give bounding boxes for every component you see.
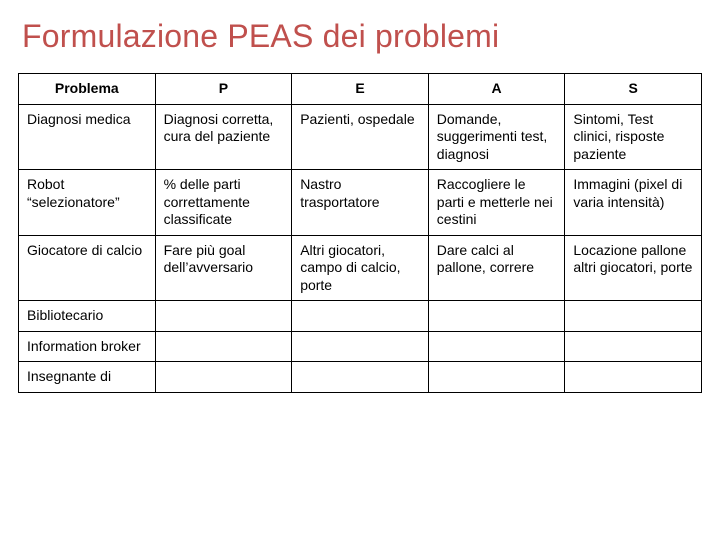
col-header: S [565,74,702,105]
table-row: Insegnante di [19,362,702,393]
table-header-row: Problema P E A S [19,74,702,105]
cell-a: Dare calci al pallone, correre [428,235,565,301]
cell-s [565,301,702,332]
cell-p: Fare più goal dell’avversario [155,235,292,301]
col-header: A [428,74,565,105]
table-row: Diagnosi medica Diagnosi corretta, cura … [19,104,702,170]
cell-p [155,362,292,393]
cell-problema: Robot “selezionatore” [19,170,156,236]
cell-a [428,301,565,332]
cell-problema: Information broker [19,331,156,362]
cell-e: Nastro trasportatore [292,170,429,236]
cell-s: Locazione pallone altri giocatori, porte [565,235,702,301]
peas-table: Problema P E A S Diagnosi medica Diagnos… [18,73,702,393]
cell-e: Altri giocatori, campo di calcio, porte [292,235,429,301]
cell-e [292,331,429,362]
cell-e: Pazienti, ospedale [292,104,429,170]
col-header: P [155,74,292,105]
cell-p: Diagnosi corretta, cura del paziente [155,104,292,170]
cell-problema: Bibliotecario [19,301,156,332]
cell-a: Raccogliere le parti e metterle nei cest… [428,170,565,236]
cell-e [292,362,429,393]
cell-problema: Insegnante di [19,362,156,393]
slide-title: Formulazione PEAS dei problemi [22,18,702,55]
cell-p [155,331,292,362]
cell-s [565,331,702,362]
cell-s: Sintomi, Test clinici, risposte paziente [565,104,702,170]
cell-s [565,362,702,393]
cell-a [428,362,565,393]
table-row: Bibliotecario [19,301,702,332]
table-row: Robot “selezionatore” % delle parti corr… [19,170,702,236]
col-header: Problema [19,74,156,105]
cell-e [292,301,429,332]
cell-p [155,301,292,332]
cell-problema: Diagnosi medica [19,104,156,170]
cell-problema: Giocatore di calcio [19,235,156,301]
slide: Formulazione PEAS dei problemi Problema … [0,0,720,540]
table-row: Information broker [19,331,702,362]
table-row: Giocatore di calcio Fare più goal dell’a… [19,235,702,301]
cell-a [428,331,565,362]
cell-a: Domande, suggerimenti test, diagnosi [428,104,565,170]
cell-s: Immagini (pixel di varia intensità) [565,170,702,236]
cell-p: % delle parti correttamente classificate [155,170,292,236]
col-header: E [292,74,429,105]
